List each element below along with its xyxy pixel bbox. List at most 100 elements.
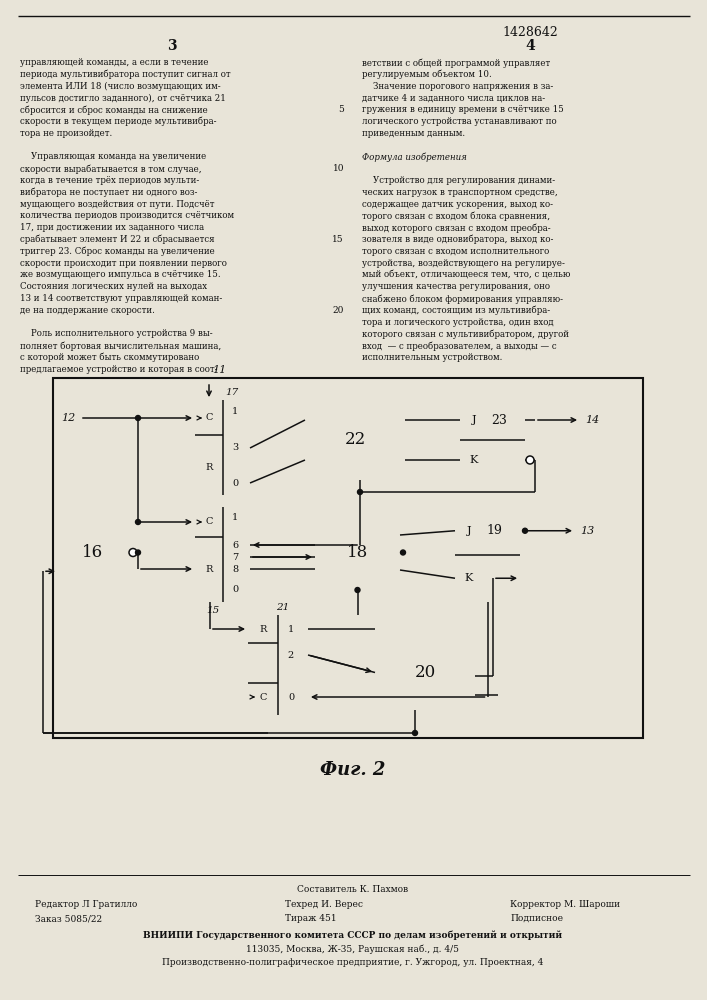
Text: Корректор М. Шароши: Корректор М. Шароши — [510, 900, 620, 909]
Text: торого связан с входом блока сравнения,: торого связан с входом блока сравнения, — [362, 211, 550, 221]
Text: Составитель К. Пахмов: Составитель К. Пахмов — [298, 885, 409, 894]
Text: приведенным данным.: приведенным данным. — [362, 129, 465, 138]
Text: содержащее датчик ускорения, выход ко-: содержащее датчик ускорения, выход ко- — [362, 200, 553, 209]
Text: де на поддержание скорости.: де на поддержание скорости. — [20, 306, 155, 315]
Text: снабжено блоком формирования управляю-: снабжено блоком формирования управляю- — [362, 294, 563, 304]
Text: сбросится и сброс команды на снижение: сбросится и сброс команды на снижение — [20, 105, 208, 115]
Text: с которой может быть скоммутировано: с которой может быть скоммутировано — [20, 353, 199, 362]
Text: Подписное: Подписное — [510, 914, 563, 923]
Text: логического устройства устанавливают по: логического устройства устанавливают по — [362, 117, 556, 126]
Text: 3: 3 — [232, 444, 238, 452]
Text: Значение порогового напряжения в за-: Значение порогового напряжения в за- — [362, 82, 554, 91]
Text: зователя в виде одновибратора, выход ко-: зователя в виде одновибратора, выход ко- — [362, 235, 554, 244]
Bar — [195, 400, 250, 495]
Circle shape — [136, 520, 141, 524]
Text: управляющей команды, а если в течение: управляющей команды, а если в течение — [20, 58, 209, 67]
Text: датчике 4 и заданного числа циклов на-: датчике 4 и заданного числа циклов на- — [362, 93, 545, 102]
Text: 1428642: 1428642 — [502, 25, 558, 38]
Text: ческих нагрузок в транспортном средстве,: ческих нагрузок в транспортном средстве, — [362, 188, 558, 197]
Text: вход  — с преобразователем, а выходы — с: вход — с преобразователем, а выходы — с — [362, 341, 556, 351]
Text: R: R — [205, 564, 213, 574]
Circle shape — [136, 416, 141, 420]
Bar — [53, 378, 643, 738]
Bar — [375, 635, 475, 710]
Text: 21: 21 — [276, 603, 289, 612]
Text: 15: 15 — [332, 235, 344, 244]
Text: 15: 15 — [206, 606, 220, 615]
Text: 2: 2 — [288, 650, 294, 660]
Text: Состояния логических нулей на выходах: Состояния логических нулей на выходах — [20, 282, 207, 291]
Text: периода мультивибратора поступит сигнал от: периода мультивибратора поступит сигнал … — [20, 70, 230, 79]
Text: щих команд, состоящим из мультивибра-: щих команд, состоящим из мультивибра- — [362, 306, 550, 315]
Text: торого связан с входом исполнительного: торого связан с входом исполнительного — [362, 247, 549, 256]
Bar — [195, 507, 250, 602]
Text: регулируемым объектом 10.: регулируемым объектом 10. — [362, 70, 492, 79]
Text: 10: 10 — [332, 164, 344, 173]
Text: 7: 7 — [232, 552, 238, 562]
Text: тора и логического устройства, один вход: тора и логического устройства, один вход — [362, 318, 554, 327]
Text: 16: 16 — [83, 544, 103, 561]
Bar — [315, 515, 400, 590]
Text: 0: 0 — [232, 479, 238, 488]
Text: 13: 13 — [580, 526, 595, 536]
Text: K: K — [470, 455, 478, 465]
Text: Заказ 5085/22: Заказ 5085/22 — [35, 914, 102, 923]
Bar — [58, 515, 128, 590]
Text: 13 и 14 соответствуют управляющей коман-: 13 и 14 соответствуют управляющей коман- — [20, 294, 222, 303]
Text: Роль исполнительного устройства 9 вы-: Роль исполнительного устройства 9 вы- — [20, 329, 213, 338]
Text: выход которого связан с входом преобра-: выход которого связан с входом преобра- — [362, 223, 551, 233]
Text: 113035, Москва, Ж-35, Раушская наб., д. 4/5: 113035, Москва, Ж-35, Раушская наб., д. … — [247, 944, 460, 954]
Text: скорости в текущем периоде мультивибра-: скорости в текущем периоде мультивибра- — [20, 117, 216, 126]
Circle shape — [526, 456, 534, 464]
Circle shape — [412, 730, 418, 736]
Text: Фиг. 2: Фиг. 2 — [320, 761, 386, 779]
Bar — [248, 615, 308, 715]
Circle shape — [358, 489, 363, 494]
Text: 3: 3 — [167, 39, 177, 53]
Circle shape — [136, 550, 141, 555]
Text: улучшения качества регулирования, оно: улучшения качества регулирования, оно — [362, 282, 550, 291]
Text: 20: 20 — [414, 664, 436, 681]
Text: устройства, воздействующего на регулируе-: устройства, воздействующего на регулируе… — [362, 259, 565, 268]
Bar — [460, 400, 525, 480]
Text: когда в течение трёх периодов мульти-: когда в течение трёх периодов мульти- — [20, 176, 199, 185]
Text: 23: 23 — [491, 414, 507, 426]
Text: предлагаемое устройство и которая в соот-: предлагаемое устройство и которая в соот… — [20, 365, 218, 374]
Text: Устройство для регулирования динами-: Устройство для регулирования динами- — [362, 176, 555, 185]
Text: 8: 8 — [232, 564, 238, 574]
Text: Техред И. Верес: Техред И. Верес — [285, 900, 363, 909]
Text: срабатывает элемент И 22 и сбрасывается: срабатывает элемент И 22 и сбрасывается — [20, 235, 215, 244]
Text: 18: 18 — [347, 544, 368, 561]
Text: 12: 12 — [61, 413, 75, 423]
Text: Редактор Л Гратилло: Редактор Л Гратилло — [35, 900, 137, 909]
Text: 1: 1 — [232, 512, 238, 522]
Text: C: C — [205, 518, 213, 526]
Text: J: J — [472, 415, 477, 425]
Text: скорости происходит при появлении первого: скорости происходит при появлении первог… — [20, 259, 227, 268]
Text: 22: 22 — [344, 432, 366, 448]
Text: триггер 23. Сброс команды на увеличение: триггер 23. Сброс команды на увеличение — [20, 247, 215, 256]
Circle shape — [355, 587, 360, 592]
Text: Формула изобретения: Формула изобретения — [362, 152, 467, 162]
Text: 20: 20 — [332, 306, 344, 315]
Text: мый объект, отличающееся тем, что, с целью: мый объект, отличающееся тем, что, с цел… — [362, 270, 571, 279]
Text: 14: 14 — [585, 415, 600, 425]
Circle shape — [522, 528, 527, 533]
Text: 17: 17 — [225, 388, 238, 397]
Text: R: R — [259, 624, 267, 634]
Text: элемента ИЛИ 18 (число возмущающих им-: элемента ИЛИ 18 (число возмущающих им- — [20, 82, 221, 91]
Text: 0: 0 — [232, 585, 238, 594]
Text: R: R — [205, 464, 213, 473]
Text: 4: 4 — [525, 39, 535, 53]
Text: ветствии с общей программой управляет: ветствии с общей программой управляет — [362, 58, 550, 68]
Text: 1: 1 — [232, 408, 238, 416]
Text: мущающего воздействия от пути. Подсчёт: мущающего воздействия от пути. Подсчёт — [20, 200, 214, 209]
Circle shape — [129, 548, 137, 556]
Bar — [455, 507, 520, 602]
Text: исполнительным устройством.: исполнительным устройством. — [362, 353, 503, 362]
Text: 11: 11 — [212, 365, 226, 375]
Text: 19: 19 — [486, 524, 502, 537]
Text: гружения в единицу времени в счётчике 15: гружения в единицу времени в счётчике 15 — [362, 105, 563, 114]
Text: количества периодов производится счётчиком: количества периодов производится счётчик… — [20, 211, 234, 220]
Text: полняет бортовая вычислительная машина,: полняет бортовая вычислительная машина, — [20, 341, 221, 351]
